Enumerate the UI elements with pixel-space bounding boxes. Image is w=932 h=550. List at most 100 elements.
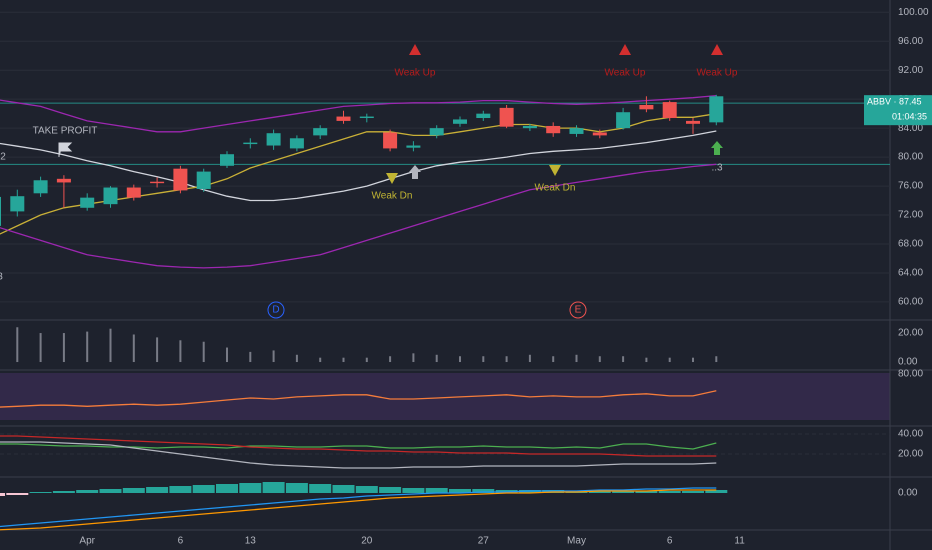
bar [598,356,601,363]
y-tick-label: 72.00 [898,210,923,221]
bar [528,354,531,363]
bar [449,489,471,493]
y-tick-label: 92.00 [898,65,923,76]
candle-body [616,112,631,129]
annotation: Weak Up [395,68,436,79]
indicator-line [0,390,717,408]
y-tick-label: 40.00 [898,429,923,440]
bar [552,356,555,363]
bar [692,357,694,363]
bar [86,331,89,363]
candle-body [33,180,48,194]
price-label-box [864,95,932,126]
bar [645,357,648,363]
bar [379,487,402,493]
bar [459,356,461,363]
annotation: D [272,305,279,316]
signal-triangle [409,44,421,55]
bar [365,357,368,363]
x-tick-label: 27 [478,536,490,547]
y-tick-label: 20.00 [898,449,923,460]
candle-body [686,120,700,124]
event-marker [569,301,587,319]
bar [202,341,205,363]
candle-body [196,171,211,189]
bar [169,486,192,493]
candle-body [289,138,304,149]
annotation: 2 [0,152,6,163]
bar [179,340,182,363]
candle-body [336,116,351,121]
candle-body [522,125,537,129]
candle-body [220,154,234,166]
y-tick-label: 20.00 [898,328,923,339]
signal-triangle [619,44,631,55]
x-tick-label: 11 [734,536,745,547]
candle-body [476,113,491,119]
x-tick-label: 6 [178,536,184,547]
flag-icon [58,142,73,157]
candle-body [173,168,188,191]
candle-body [0,196,1,226]
bar [705,490,728,493]
bar [285,483,308,493]
bar [412,353,415,363]
signal-triangle [386,173,398,184]
candle-body [639,104,654,110]
bar [132,334,135,363]
annotation: Weak Up [697,68,738,79]
bar [575,354,578,363]
y-tick-label: 68.00 [898,239,923,250]
y-tick-label: 64.00 [898,268,923,279]
bar [272,350,275,363]
bar [39,333,42,363]
bar [668,357,671,363]
candle-body [592,132,607,136]
candle-body [266,133,281,146]
x-tick-label: Apr [79,536,95,547]
annotation: 3 [0,272,3,283]
bar [472,489,495,493]
candle-body [453,119,467,124]
bar [76,490,99,493]
y-tick-label: 80.00 [898,152,923,163]
bar [226,347,228,363]
bar [216,484,238,493]
bar [62,333,65,363]
bar [482,356,485,363]
annotation: Weak Dn [535,183,576,194]
bar [6,493,29,495]
bar [355,486,378,493]
bar [435,354,438,363]
bar [29,492,52,493]
annotation: Weak Up [605,68,646,79]
bar [52,491,75,493]
x-tick-label: May [567,536,586,547]
bar [156,337,159,363]
arrow-up [711,141,723,155]
bar [99,489,122,493]
bar [332,485,355,493]
indicator-line [0,435,717,457]
candle-body [569,128,584,134]
candle-body [80,197,95,208]
y-tick-label: 0.00 [898,357,918,368]
x-tick-label: 13 [245,536,257,547]
candle-body [546,125,561,134]
bar [16,327,19,363]
event-marker [267,301,285,319]
x-tick-label: 20 [361,536,373,547]
arrow-up [409,165,421,179]
candle-body [10,196,25,212]
y-tick-label: 96.00 [898,36,923,47]
bar [389,356,392,363]
candle-body [499,107,514,127]
indicator-line [0,487,717,528]
candle-body [126,187,141,198]
candle-body [359,116,374,119]
bar [192,485,215,493]
indicator-line [0,94,717,133]
y-tick-label: 76.00 [898,181,923,192]
